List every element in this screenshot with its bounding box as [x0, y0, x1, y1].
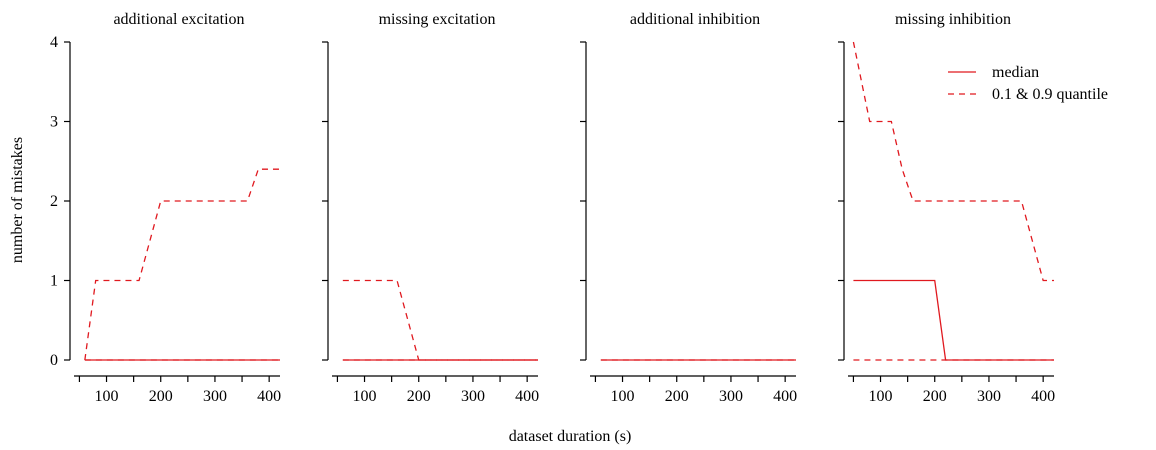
x-tick-label: 300 — [977, 388, 1001, 405]
x-tick-label: 400 — [1031, 388, 1055, 405]
y-tick-label: 2 — [50, 193, 58, 210]
legend-quantile-label: 0.1 & 0.9 quantile — [992, 86, 1108, 103]
y-tick-label: 3 — [50, 114, 58, 131]
y-tick-label: 4 — [50, 34, 58, 51]
panel-title: missing excitation — [379, 11, 496, 28]
panel-2: missing excitation 100 200 300 400 — [322, 11, 539, 405]
x-tick-label: 200 — [149, 388, 173, 405]
quantile-series-line — [84, 168, 280, 361]
panel-1: additional excitation 0 1 2 3 4 100 200 300 400 — [50, 11, 281, 405]
x-tick-label: 300 — [461, 388, 485, 405]
x-tick-label: 200 — [923, 388, 947, 405]
legend-median-label: median — [992, 64, 1039, 81]
x-tick-label: 400 — [515, 388, 539, 405]
x-tick-label: 200 — [665, 388, 689, 405]
y-tick-label: 0 — [50, 352, 58, 369]
panel-title: additional excitation — [113, 11, 244, 28]
x-tick-label: 300 — [719, 388, 743, 405]
panel-4: missing inhibition 100 200 300 400 — [838, 11, 1055, 405]
panel-title: missing inhibition — [895, 11, 1011, 28]
x-tick-label: 200 — [407, 388, 431, 405]
x-tick-label: 100 — [353, 388, 377, 405]
x-tick-label: 300 — [203, 388, 227, 405]
median-series-line — [853, 279, 1054, 361]
quantile-series-line — [852, 41, 1054, 282]
x-tick-label: 400 — [773, 388, 797, 405]
quantile-series-line — [342, 279, 538, 361]
x-axis-label: dataset duration (s) — [509, 428, 632, 445]
y-axis-label: number of mistakes — [9, 137, 26, 263]
y-tick-label: 1 — [50, 273, 58, 290]
panel-title: additional inhibition — [630, 11, 760, 28]
legend: median 0.1 & 0.9 quantile — [948, 64, 1108, 103]
x-tick-label: 400 — [257, 388, 281, 405]
x-tick-label: 100 — [869, 388, 893, 405]
panel-3: additional inhibition 100 200 300 400 — [580, 11, 797, 405]
x-tick-label: 100 — [611, 388, 635, 405]
x-tick-label: 100 — [95, 388, 119, 405]
